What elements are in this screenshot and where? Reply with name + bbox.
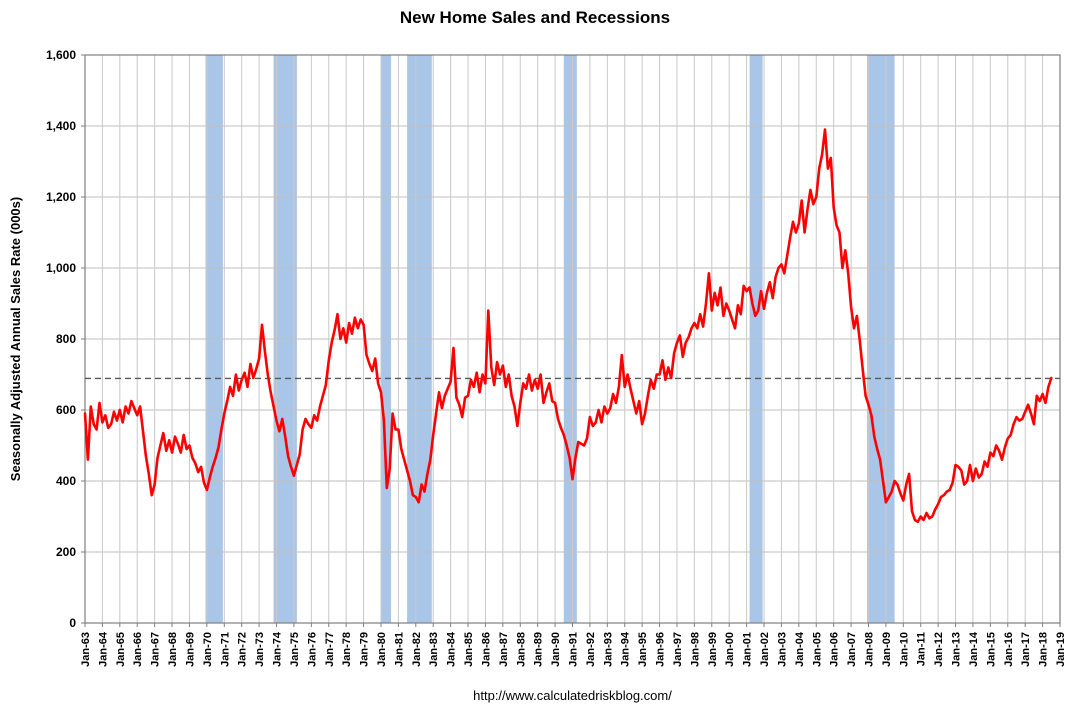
x-tick-label: Jan-95 (637, 632, 649, 667)
x-tick-label: Jan-03 (776, 632, 788, 667)
x-tick-label: Jan-02 (759, 632, 771, 667)
x-tick-label: Jan-96 (655, 632, 667, 667)
x-tick-label: Jan-77 (324, 632, 336, 667)
y-tick-label: 200 (56, 545, 76, 559)
x-tick-label: Jan-08 (863, 632, 875, 667)
x-tick-label: Jan-10 (898, 632, 910, 667)
x-tick-label: Jan-88 (515, 632, 527, 667)
x-tick-label: Jan-80 (376, 632, 388, 667)
x-tick-label: Jan-74 (272, 631, 284, 667)
x-tick-label: Jan-16 (1003, 632, 1015, 667)
x-tick-label: Jan-82 (411, 632, 423, 667)
x-tick-label: Jan-93 (602, 632, 614, 667)
x-tick-label: Jan-71 (219, 632, 231, 667)
x-tick-label: Jan-00 (724, 632, 736, 667)
x-tick-label: Jan-75 (289, 632, 301, 667)
x-tick-label: Jan-94 (620, 631, 632, 667)
sales-line (83, 128, 1053, 524)
x-tick-label: Jan-04 (794, 631, 806, 667)
x-tick-label: Jan-83 (428, 632, 440, 667)
x-tick-label: Jan-68 (167, 632, 179, 667)
x-tick-label: Jan-86 (480, 632, 492, 667)
x-tick-label: Jan-01 (742, 632, 754, 667)
x-tick-label: Jan-76 (306, 632, 318, 667)
x-tick-label: Jan-13 (951, 632, 963, 667)
x-tick-label: Jan-81 (393, 632, 405, 667)
x-tick-label: Jan-91 (568, 632, 580, 667)
x-tick-label: Jan-78 (341, 632, 353, 667)
x-tick-label: Jan-06 (829, 632, 841, 667)
x-tick-label: Jan-87 (498, 632, 510, 667)
x-tick-label: Jan-92 (585, 632, 597, 667)
x-tick-label: Jan-18 (1038, 632, 1050, 667)
y-tick-label: 1,400 (46, 119, 76, 133)
x-tick-label: Jan-17 (1020, 632, 1032, 667)
x-tick-label: Jan-67 (150, 632, 162, 667)
y-tick-label: 600 (56, 403, 76, 417)
x-tick-label: Jan-15 (985, 632, 997, 667)
x-tick-label: Jan-09 (881, 632, 893, 667)
y-axis-title: Seasonally Adjusted Annual Sales Rate (0… (8, 197, 23, 481)
y-tick-label: 1,200 (46, 190, 76, 204)
x-tick-label: Jan-65 (115, 632, 127, 667)
y-tick-label: 1,600 (46, 48, 76, 62)
x-tick-label: Jan-14 (968, 631, 980, 667)
x-tick-label: Jan-99 (707, 632, 719, 667)
x-tick-label: Jan-79 (359, 632, 371, 667)
x-tick-label: Jan-11 (916, 632, 928, 666)
x-tick-label: Jan-07 (846, 632, 858, 667)
chart-title: New Home Sales and Recessions (399, 8, 671, 27)
x-tick-label: Jan-84 (446, 631, 458, 667)
x-tick-label: Jan-98 (689, 632, 701, 667)
x-tick-label: Jan-69 (184, 632, 196, 667)
x-tick-label: Jan-19 (1055, 632, 1067, 667)
y-tick-label: 800 (56, 332, 76, 346)
y-tick-label: 1,000 (46, 261, 76, 275)
x-tick-label: Jan-73 (254, 632, 266, 667)
x-tick-label: Jan-63 (80, 632, 92, 667)
y-tick-label: 400 (56, 474, 76, 488)
x-tick-label: Jan-72 (237, 632, 249, 667)
y-tick-label: 0 (69, 616, 76, 630)
source-url: http://www.calculatedriskblog.com/ (473, 688, 672, 703)
x-tick-label: Jan-05 (811, 632, 823, 667)
x-tick-label: Jan-97 (672, 632, 684, 667)
x-tick-label: Jan-12 (933, 632, 945, 667)
x-tick-label: Jan-89 (533, 632, 545, 667)
x-tick-label: Jan-70 (202, 632, 214, 667)
x-tick-label: Jan-66 (132, 632, 144, 667)
x-tick-label: Jan-85 (463, 632, 475, 667)
x-tick-label: Jan-64 (97, 631, 109, 667)
x-tick-label: Jan-90 (550, 632, 562, 667)
